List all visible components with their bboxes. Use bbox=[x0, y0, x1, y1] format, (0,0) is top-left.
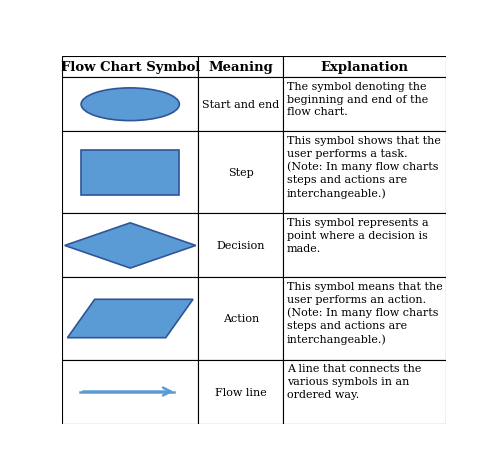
Bar bbox=[283, 360, 446, 424]
Text: Decision: Decision bbox=[216, 241, 265, 251]
Text: Action: Action bbox=[223, 314, 259, 324]
Bar bbox=[283, 278, 446, 360]
Text: Start and end: Start and end bbox=[202, 100, 279, 110]
Bar bbox=[62, 57, 198, 78]
Bar bbox=[283, 57, 446, 78]
Bar bbox=[283, 132, 446, 214]
Bar bbox=[283, 78, 446, 132]
Text: This symbol means that the
user performs an action.
(Note: In many flow charts
s: This symbol means that the user performs… bbox=[287, 281, 442, 344]
Text: Flow line: Flow line bbox=[215, 387, 267, 397]
Bar bbox=[62, 214, 198, 278]
Text: Explanation: Explanation bbox=[321, 61, 409, 74]
Polygon shape bbox=[67, 300, 193, 338]
Bar bbox=[198, 78, 283, 132]
Polygon shape bbox=[65, 223, 196, 268]
Bar bbox=[198, 132, 283, 214]
Bar bbox=[198, 278, 283, 360]
Bar bbox=[283, 214, 446, 278]
Text: This symbol shows that the
user performs a task.
(Note: In many flow charts
step: This symbol shows that the user performs… bbox=[287, 136, 441, 198]
Bar bbox=[62, 132, 198, 214]
Text: A line that connects the
various symbols in an
ordered way.: A line that connects the various symbols… bbox=[287, 364, 421, 399]
Bar bbox=[81, 151, 180, 195]
Bar bbox=[198, 57, 283, 78]
Text: This symbol represents a
point where a decision is
made.: This symbol represents a point where a d… bbox=[287, 218, 429, 253]
Bar bbox=[198, 360, 283, 424]
Text: Meaning: Meaning bbox=[208, 61, 273, 74]
Text: Step: Step bbox=[228, 168, 253, 178]
Text: Flow Chart Symbol: Flow Chart Symbol bbox=[61, 61, 200, 74]
Ellipse shape bbox=[81, 89, 180, 121]
Bar bbox=[62, 278, 198, 360]
Bar bbox=[62, 78, 198, 132]
Bar bbox=[198, 214, 283, 278]
Text: The symbol denoting the
beginning and end of the
flow chart.: The symbol denoting the beginning and en… bbox=[287, 81, 428, 117]
Bar bbox=[62, 360, 198, 424]
